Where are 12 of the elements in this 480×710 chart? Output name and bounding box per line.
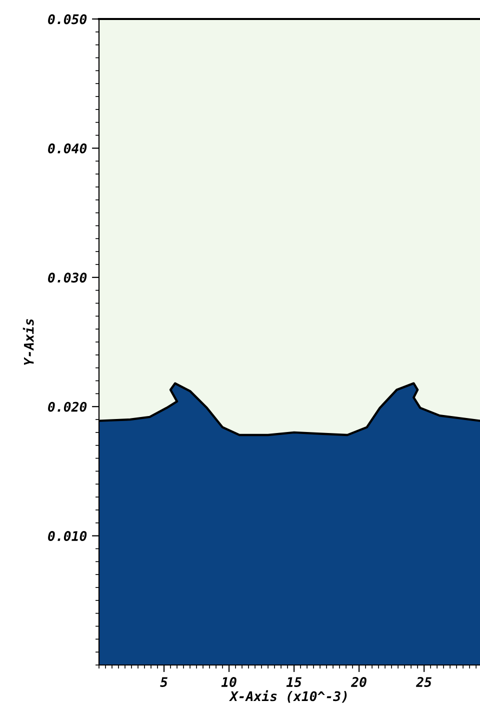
y-tick-label: 0.040 [48,143,87,154]
x-tick-label: 25 [416,677,432,688]
y-tick-label: 0.050 [48,14,87,24]
y-tick-label: 0.020 [48,402,87,412]
x-tick-label: 20 [350,677,366,688]
y-tick-label: 0.030 [48,272,87,283]
y-tick-label: 0.010 [48,531,87,541]
x-tick-label: 15 [286,677,302,688]
x-tick-label: 5 [160,677,168,688]
y-axis-title: Y-Axis [22,319,34,365]
x-axis-title: X-Axis (x10^-3) [229,690,347,703]
x-tick-label: 10 [221,677,236,688]
